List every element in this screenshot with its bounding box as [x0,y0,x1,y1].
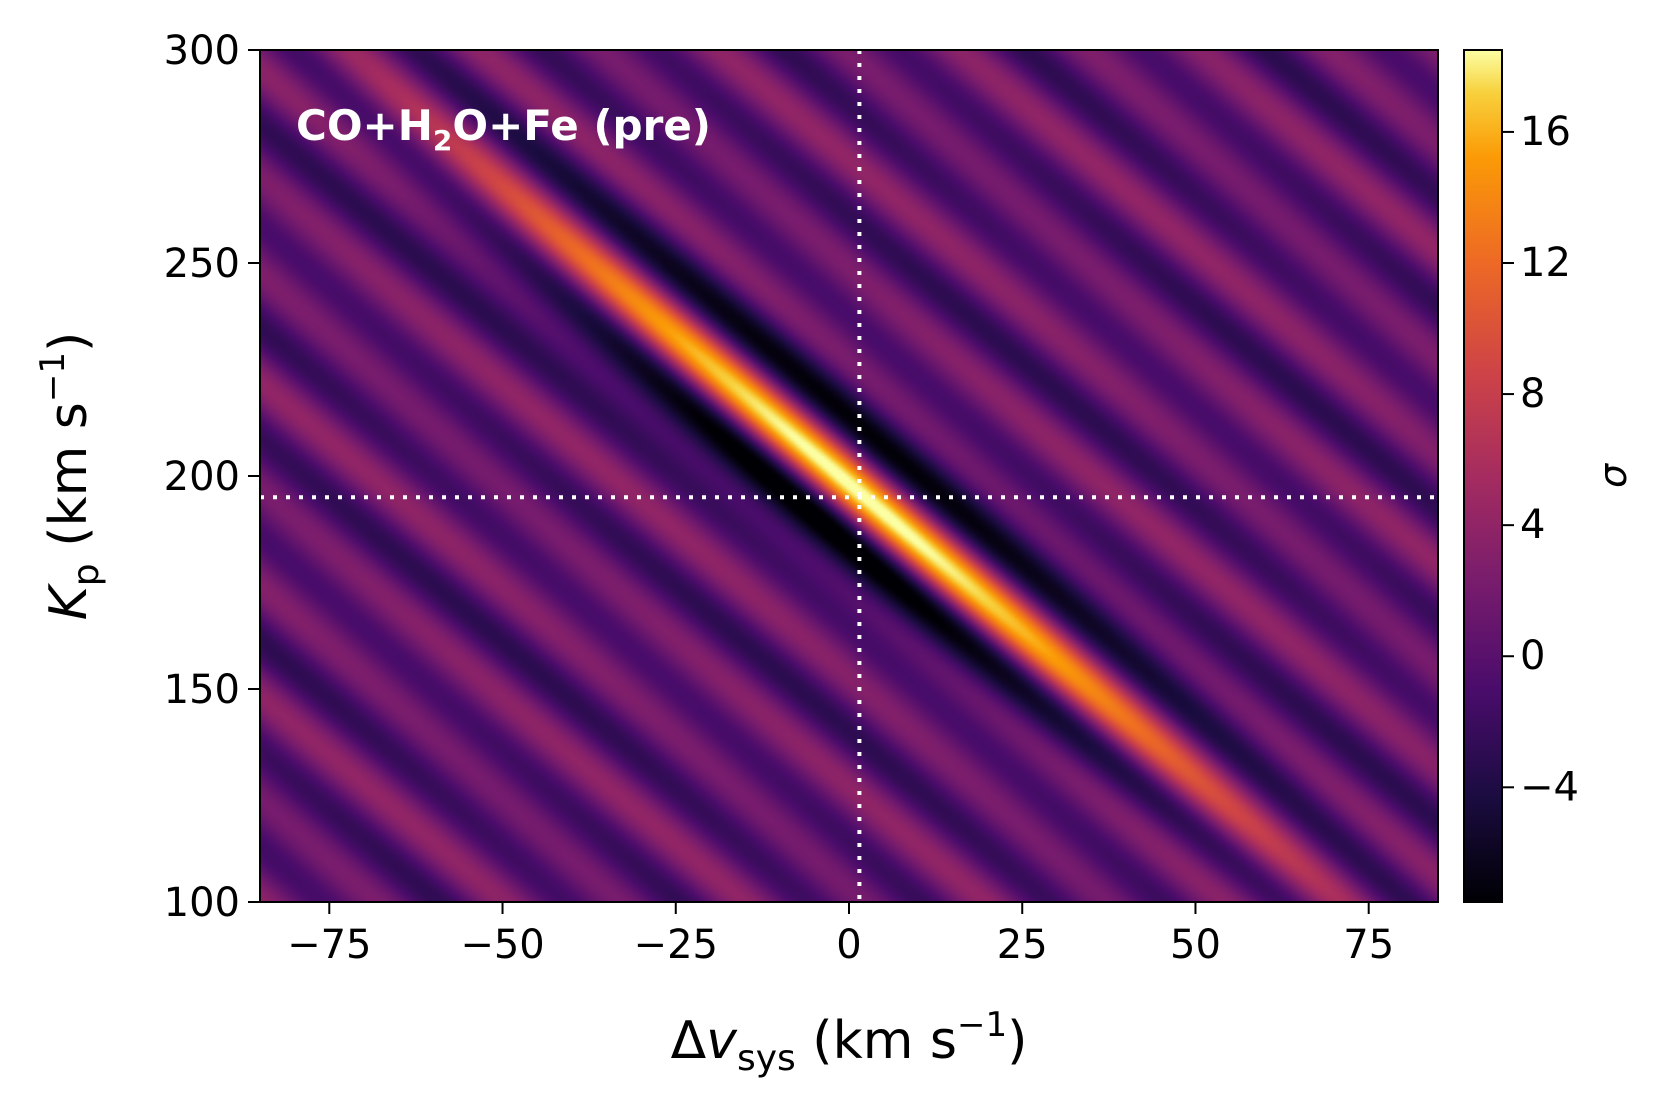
x-tick-label: −75 [287,922,371,968]
colorbar-tick-label: 16 [1520,109,1571,155]
y-tick-label: 200 [164,454,240,500]
panel-annotation: CO+H2O+Fe (pre) [296,101,711,157]
x-tick-label: 75 [1343,922,1394,968]
colorbar-axis: −4 0 4 8 12 16 [1502,109,1579,810]
x-tick-label: 25 [997,922,1048,968]
colorbar-tick-label: 4 [1520,502,1545,548]
y-axis: 100 150 200 250 300 [164,28,260,926]
x-tick-label: 0 [836,922,861,968]
colorbar-tick-label: −4 [1520,764,1579,810]
y-tick-label: 300 [164,28,240,74]
colorbar [1463,49,1503,903]
colorbar-tick-label: 12 [1520,240,1571,286]
x-axis-title: Δvsys (km s−1) [671,1005,1028,1079]
colorbar-label: σ [1591,462,1635,488]
colorbar-tick-label: 0 [1520,633,1545,679]
y-axis-title: Kp (km s−1) [33,332,107,621]
colorbar-tick-label: 8 [1520,371,1545,417]
y-tick-label: 100 [164,880,240,926]
y-tick-label: 250 [164,241,240,287]
x-tick-label: −25 [634,922,718,968]
heatmap-image [260,50,1438,902]
x-axis: −75 −50 −25 0 25 50 75 [287,902,1394,968]
x-tick-label: 50 [1170,922,1221,968]
x-tick-label: −50 [460,922,544,968]
y-tick-label: 150 [164,667,240,713]
